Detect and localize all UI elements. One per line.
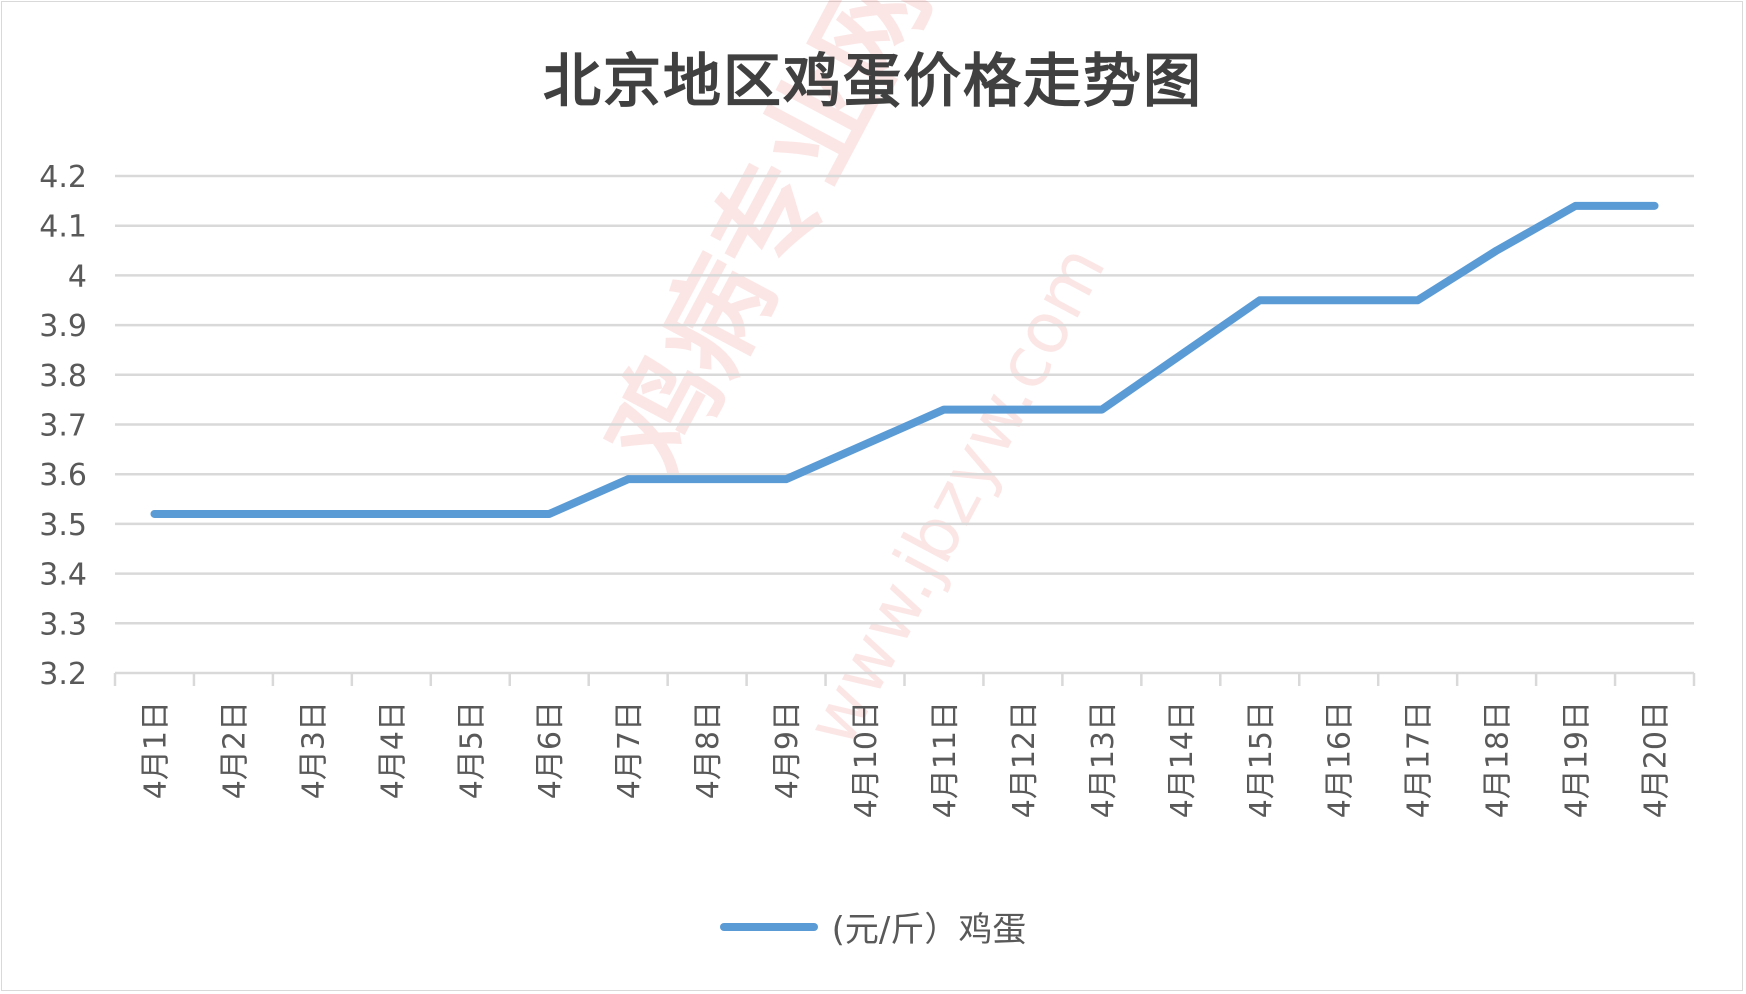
y-tick-label: 3.2 <box>39 657 87 692</box>
x-tick-label: 4月6日 <box>533 701 568 799</box>
x-tick-label: 4月7日 <box>612 701 647 799</box>
x-tick-label: 4月18日 <box>1481 701 1516 818</box>
x-tick-label: 4月1日 <box>138 701 173 799</box>
x-tick-label: 4月12日 <box>1007 701 1042 818</box>
y-tick-label: 4.2 <box>39 160 87 195</box>
x-tick-label: 4月5日 <box>454 701 489 799</box>
x-tick-label: 4月8日 <box>691 701 726 799</box>
x-tick-label: 4月13日 <box>1086 701 1121 818</box>
x-tick-label: 4月9日 <box>770 701 805 799</box>
x-tick-label: 4月2日 <box>217 701 252 799</box>
y-tick-label: 3.3 <box>39 607 87 642</box>
x-tick-label: 4月10日 <box>849 701 884 818</box>
y-tick-label: 3.9 <box>39 309 87 344</box>
y-tick-label: 3.5 <box>39 508 87 543</box>
y-tick-label: 3.4 <box>39 558 87 593</box>
x-tick-label: 4月3日 <box>296 701 331 799</box>
x-tick-label: 4月11日 <box>928 701 963 818</box>
x-tick-label: 4月19日 <box>1560 701 1595 818</box>
x-tick-label: 4月20日 <box>1639 701 1674 818</box>
legend: (元/斤）鸡蛋 <box>0 902 1746 951</box>
x-tick-label: 4月14日 <box>1165 701 1200 818</box>
y-tick-label: 3.8 <box>39 359 87 394</box>
legend-swatch <box>719 922 818 931</box>
x-tick-label: 4月17日 <box>1402 701 1437 818</box>
x-tick-label: 4月4日 <box>375 701 410 799</box>
chart-title: 北京地区鸡蛋价格走势图 <box>542 47 1203 115</box>
x-tick-label: 4月15日 <box>1244 701 1279 818</box>
y-tick-label: 3.6 <box>39 458 87 493</box>
y-tick-label: 4.1 <box>39 210 87 245</box>
legend-label: (元/斤）鸡蛋 <box>831 910 1027 950</box>
series-line <box>150 201 1659 518</box>
y-tick-label: 4 <box>68 259 87 294</box>
x-tick-label: 4月16日 <box>1323 701 1358 818</box>
y-tick-label: 3.7 <box>39 409 87 444</box>
